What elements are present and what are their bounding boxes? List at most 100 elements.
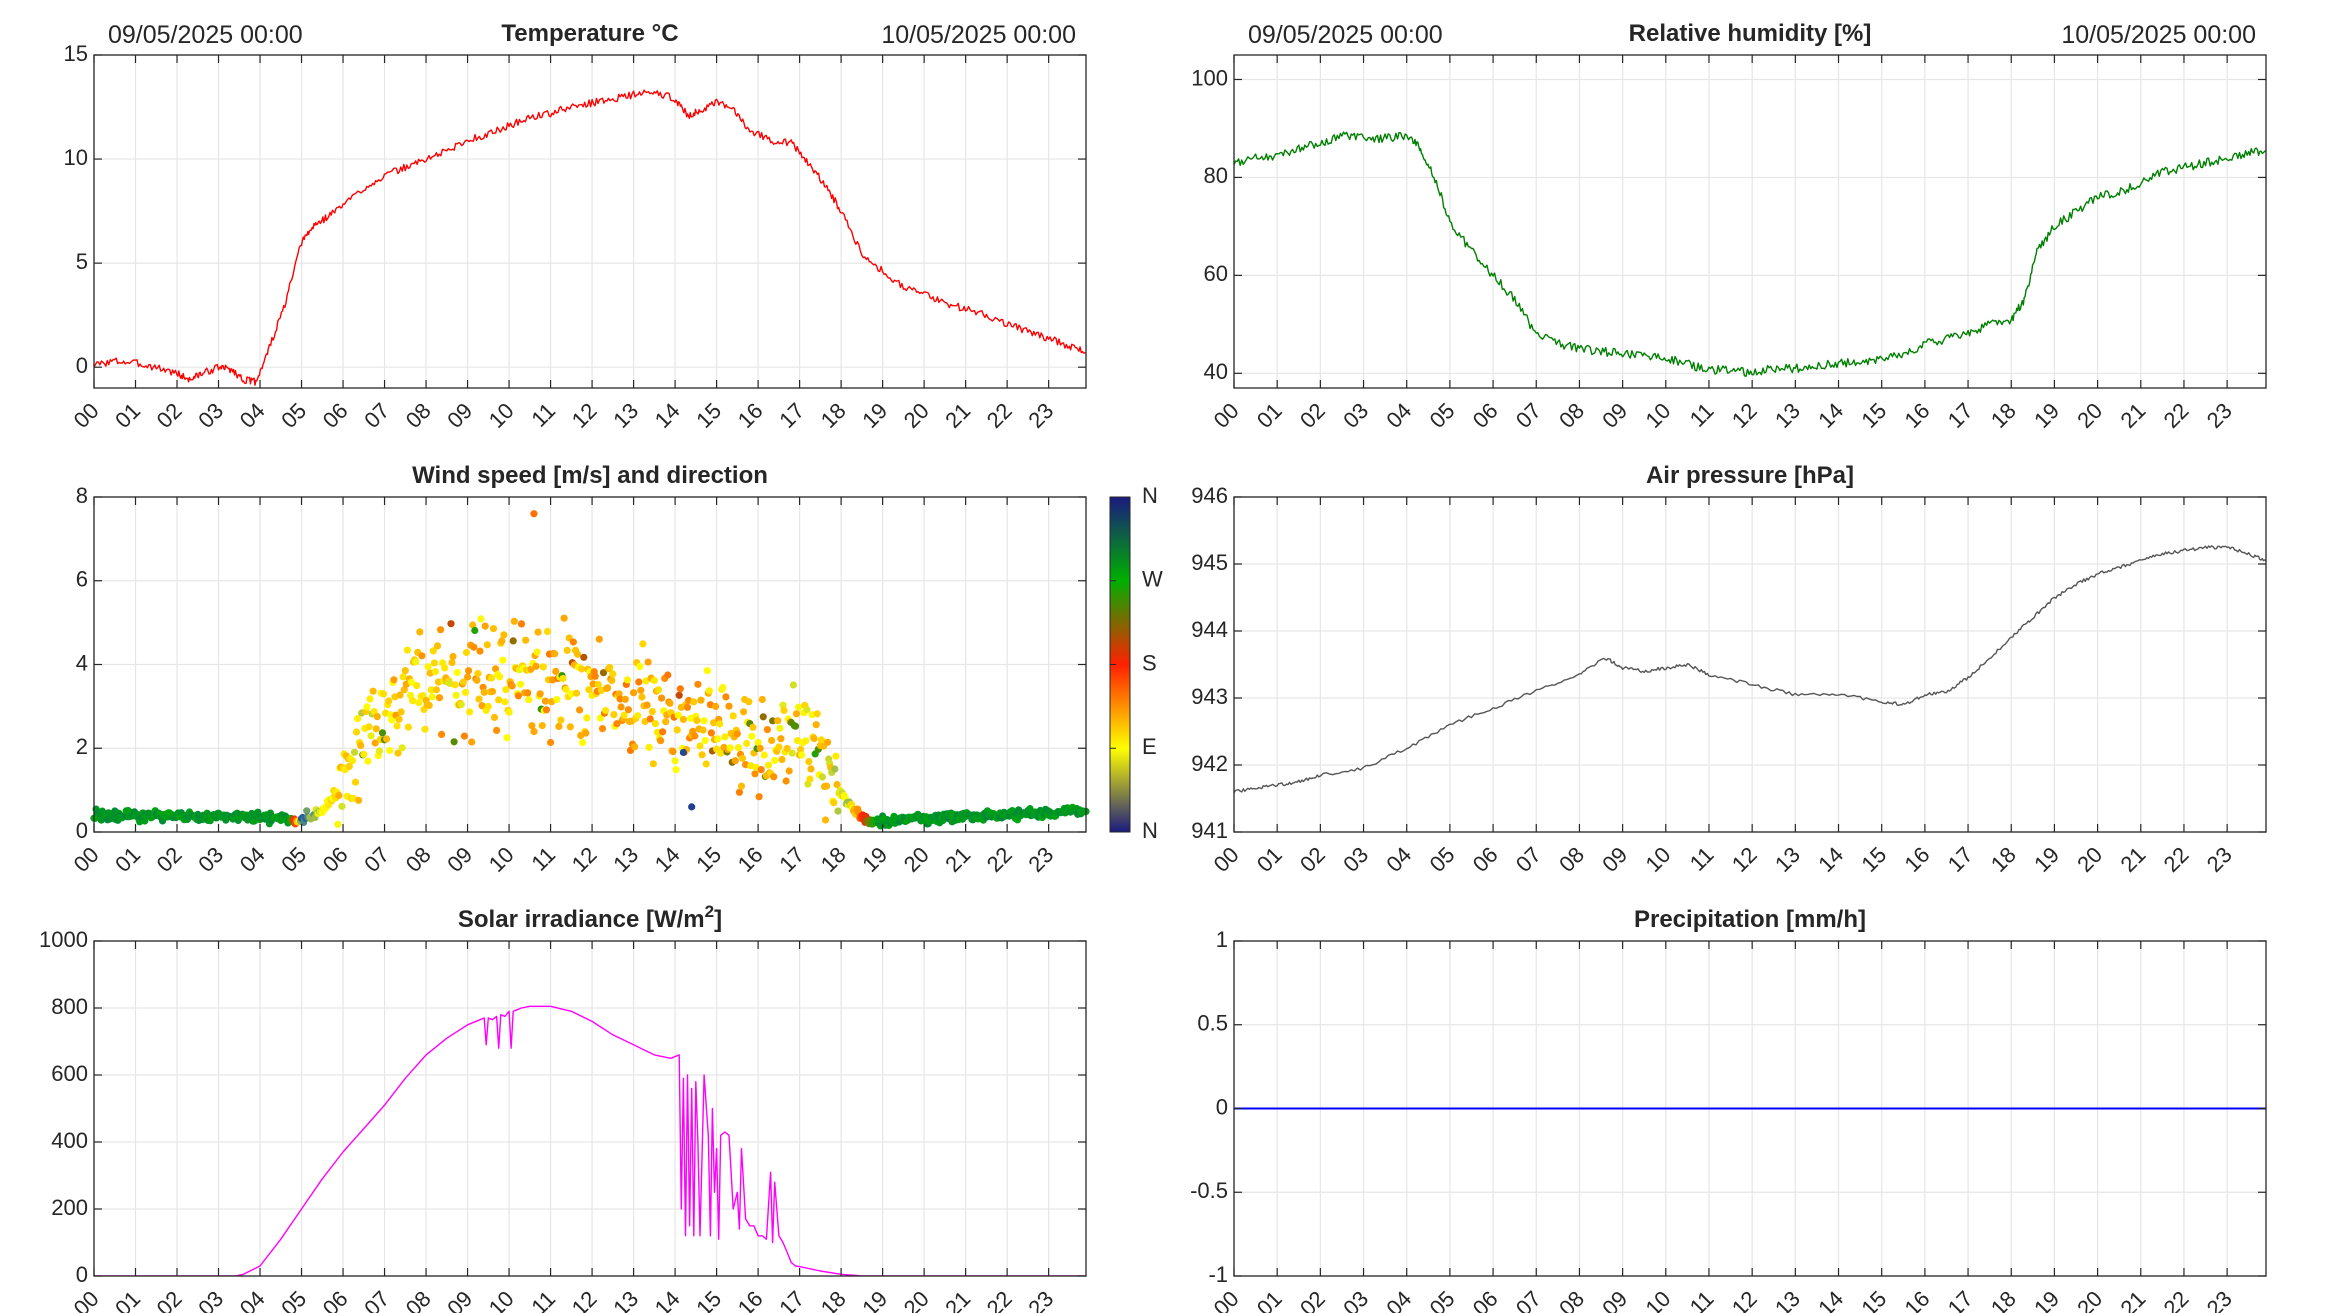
x-tick-label: 16 xyxy=(733,398,768,433)
wind-point xyxy=(441,664,449,672)
wind-point xyxy=(798,751,806,759)
wind-point xyxy=(541,697,550,705)
y-tick-label: 40 xyxy=(1204,359,1228,384)
wind-point xyxy=(572,689,581,697)
wind-point xyxy=(352,728,361,736)
wind-point xyxy=(824,738,832,746)
wind-point xyxy=(643,701,651,709)
x-tick-label: 18 xyxy=(1986,842,2021,877)
wind-point xyxy=(532,662,540,670)
wind-point xyxy=(774,717,782,725)
wind-point xyxy=(383,735,391,743)
y-tick-label: 946 xyxy=(1191,483,1228,508)
wind-point xyxy=(694,680,702,688)
wind-point xyxy=(303,807,311,815)
x-tick-label: 19 xyxy=(857,398,892,433)
x-tick-label: 05 xyxy=(276,398,311,433)
wind-point xyxy=(659,728,667,736)
x-tick-label: 14 xyxy=(650,398,685,433)
y-tick-label: 945 xyxy=(1191,550,1228,575)
x-tick-label: 14 xyxy=(650,842,685,877)
wind-point xyxy=(365,723,373,731)
wind-point xyxy=(398,744,406,752)
wind-point xyxy=(469,621,477,629)
wind-point xyxy=(671,757,679,765)
x-tick-label: 20 xyxy=(899,398,934,433)
x-tick-label: 14 xyxy=(650,1286,685,1313)
x-tick-label: 01 xyxy=(1252,842,1287,877)
wind-point xyxy=(569,638,578,646)
wind-point xyxy=(673,726,681,734)
panel-title-suffix: ] xyxy=(714,906,722,933)
wind-point xyxy=(432,686,440,694)
wind-point xyxy=(735,788,744,796)
y-tick-label: 0 xyxy=(1216,1094,1228,1119)
x-tick-label: 20 xyxy=(899,1286,934,1313)
x-tick-label: 19 xyxy=(857,842,892,877)
wind-point xyxy=(610,711,618,719)
x-tick-label: 09 xyxy=(442,398,477,433)
colorbar-label: W xyxy=(1142,567,1163,592)
wind-point xyxy=(400,686,408,694)
wind-point xyxy=(473,676,481,684)
wind-point xyxy=(462,648,471,657)
x-tick-label: 05 xyxy=(276,1286,311,1313)
x-tick-label: 11 xyxy=(1685,398,1719,432)
wind-point xyxy=(530,727,538,736)
x-tick-label: 04 xyxy=(1381,398,1416,433)
wind-point xyxy=(651,720,660,728)
wind-point xyxy=(776,724,784,732)
wind-point xyxy=(338,802,346,810)
wind-point xyxy=(409,697,417,705)
y-tick-label: -1 xyxy=(1208,1262,1228,1287)
wind-point xyxy=(493,726,501,735)
x-tick-label: 21 xyxy=(940,842,975,877)
y-tick-label: 400 xyxy=(51,1128,88,1153)
solar-series-line xyxy=(94,1005,1086,1276)
wind-point xyxy=(759,713,767,721)
wind-point xyxy=(483,641,491,649)
x-tick-label: 22 xyxy=(2159,842,2194,877)
x-tick-label: 17 xyxy=(774,398,809,433)
wind-point xyxy=(366,695,374,703)
x-tick-label: 10 xyxy=(484,398,519,433)
wind-point xyxy=(609,670,617,678)
wind-point xyxy=(543,627,552,636)
wind-point xyxy=(457,700,465,709)
wind-point xyxy=(797,746,805,754)
wind-point xyxy=(355,796,363,804)
wind-point xyxy=(725,702,733,710)
wind-point xyxy=(585,686,593,694)
wind-point xyxy=(591,672,599,680)
y-tick-label: 1000 xyxy=(39,927,88,952)
x-tick-label: 00 xyxy=(69,842,104,877)
wind-point xyxy=(394,749,402,757)
x-tick-label: 15 xyxy=(1856,842,1891,877)
x-tick-label: 06 xyxy=(1468,1286,1503,1313)
wind-point xyxy=(788,749,796,757)
wind-point xyxy=(817,736,826,744)
wind-point xyxy=(487,674,495,682)
wind-point xyxy=(617,703,625,711)
wind-point xyxy=(823,782,831,790)
x-tick-label: 16 xyxy=(733,842,768,877)
x-tick-label: 09 xyxy=(442,1286,477,1313)
wind-point xyxy=(465,667,473,675)
wind-point xyxy=(488,687,497,696)
x-tick-label: 11 xyxy=(526,1286,560,1313)
wind-point xyxy=(666,699,674,707)
wind-point xyxy=(375,747,383,755)
wind-point xyxy=(534,628,542,636)
wind-point xyxy=(783,744,791,753)
x-tick-label: 17 xyxy=(774,842,809,877)
wind-point xyxy=(812,721,820,729)
x-tick-label: 10 xyxy=(1640,398,1675,433)
x-tick-label: 22 xyxy=(982,842,1017,877)
wind-point xyxy=(738,754,747,762)
wind-point xyxy=(388,716,396,724)
colorbar-label: N xyxy=(1142,818,1158,843)
x-tick-label: 18 xyxy=(1986,398,2021,433)
wind-scatter-points xyxy=(90,510,1090,830)
x-tick-label: 04 xyxy=(235,1286,270,1313)
